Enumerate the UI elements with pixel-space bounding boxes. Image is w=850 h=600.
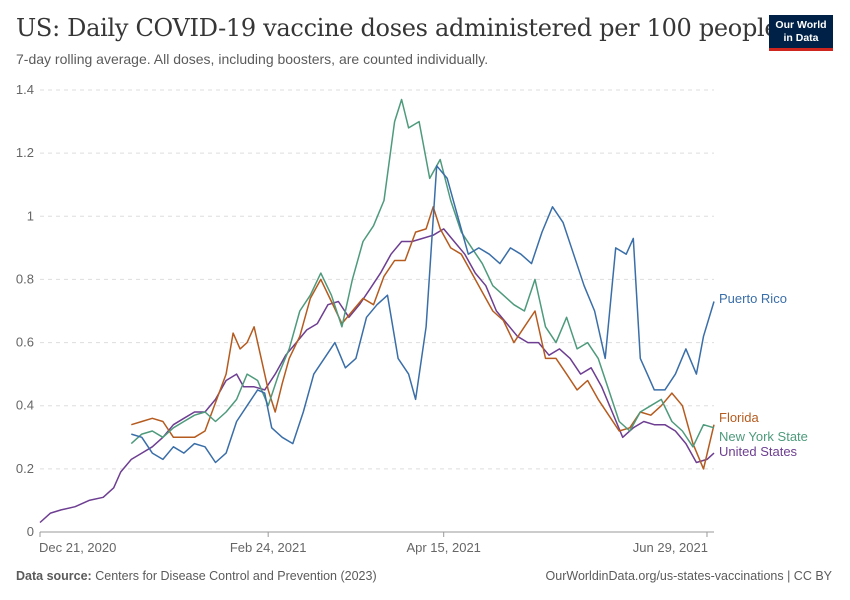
series-label-new-york-state[interactable]: New York State [719, 429, 808, 444]
y-tick-label: 0.8 [16, 271, 34, 286]
owid-logo[interactable]: Our World in Data [769, 15, 833, 51]
y-tick-label: 1.2 [16, 145, 34, 160]
series-line-puerto-rico[interactable] [131, 165, 715, 464]
y-tick-label: 0 [27, 524, 34, 539]
series-labels: United States Florida New York State Puerto… [719, 291, 808, 459]
y-tick-label: 1 [27, 208, 34, 223]
x-tick-label: Jun 29, 2021 [633, 540, 708, 555]
series-label-united-states[interactable]: United States [719, 444, 798, 459]
y-tick-label: 0.6 [16, 335, 34, 350]
series-line-florida[interactable] [131, 206, 715, 470]
series-line-united-states[interactable] [39, 228, 715, 524]
y-tick-label: 1.4 [16, 82, 34, 97]
source-label: Data source: [16, 569, 92, 583]
y-tick-label: 0.4 [16, 398, 34, 413]
source-text[interactable]: Centers for Disease Control and Preventi… [95, 569, 377, 583]
series-line-new-york-state[interactable] [130, 98, 715, 448]
y-tick-label: 0.2 [16, 461, 34, 476]
x-tick-label: Feb 24, 2021 [230, 540, 307, 555]
x-tick-label: Dec 21, 2020 [39, 540, 116, 555]
x-axis-ticks: Dec 21, 2020 Feb 24, 2021 Apr 15, 2021 Jun … [39, 532, 708, 555]
chart-title: US: Daily COVID-19 vaccine doses adminis… [16, 14, 779, 42]
logo-line-1: Our World [775, 19, 827, 31]
series-label-florida[interactable]: Florida [719, 410, 760, 425]
x-tick-label: Apr 15, 2021 [406, 540, 480, 555]
gridlines [40, 89, 714, 533]
series-lines [39, 98, 715, 524]
chart-subtitle: 7-day rolling average. All doses, includ… [16, 51, 489, 67]
y-axis-ticks: 0 0.2 0.4 0.6 0.8 1 1.2 1.4 [16, 82, 34, 539]
data-source: Data source: Centers for Disease Control… [16, 569, 377, 583]
logo-line-2: in Data [783, 32, 819, 44]
series-label-puerto-rico[interactable]: Puerto Rico [719, 291, 787, 306]
footer-link[interactable]: OurWorldinData.org/us-states-vaccination… [545, 569, 832, 583]
